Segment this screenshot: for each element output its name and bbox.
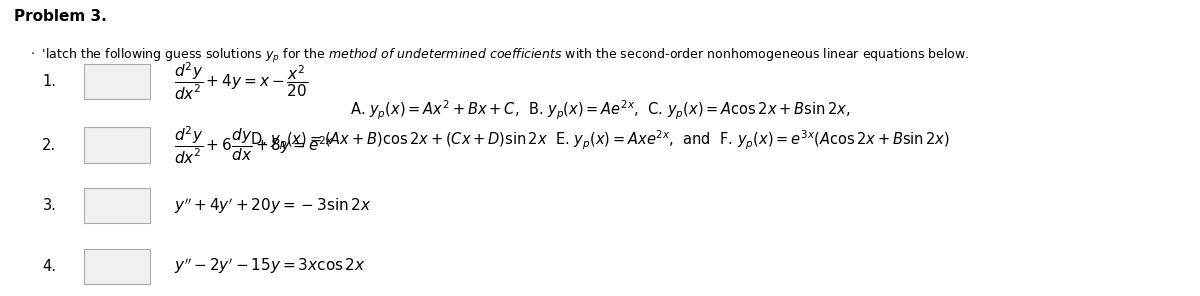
FancyBboxPatch shape [84, 127, 150, 163]
Text: $\dfrac{d^2y}{dx^2} + 6\dfrac{dy}{dx} + 8y = e^{2x}$: $\dfrac{d^2y}{dx^2} + 6\dfrac{dy}{dx} + … [174, 124, 334, 166]
Text: 4.: 4. [42, 259, 56, 274]
Text: $\dfrac{d^2y}{dx^2} + 4y = x - \dfrac{x^2}{20}$: $\dfrac{d^2y}{dx^2} + 4y = x - \dfrac{x^… [174, 61, 308, 102]
Text: $y'' + 4y' + 20y = -3\sin 2x$: $y'' + 4y' + 20y = -3\sin 2x$ [174, 196, 372, 215]
Text: 2.: 2. [42, 138, 56, 152]
FancyBboxPatch shape [84, 188, 150, 223]
FancyBboxPatch shape [84, 64, 150, 99]
Text: A. $y_p(x) = Ax^2 + Bx + C$,  B. $y_p(x) = Ae^{2x}$,  C. $y_p(x) = A\cos 2x + B\: A. $y_p(x) = Ax^2 + Bx + C$, B. $y_p(x) … [350, 99, 850, 123]
Text: 3.: 3. [42, 198, 56, 213]
Text: 1.: 1. [42, 74, 56, 89]
Text: D. $y_p(x) = (Ax + B)\cos 2x + (Cx + D)\sin 2x$  E. $y_p(x) = Axe^{2x}$,  and  F: D. $y_p(x) = (Ax + B)\cos 2x + (Cx + D)\… [250, 129, 950, 152]
FancyBboxPatch shape [84, 249, 150, 284]
Text: $y'' - 2y' - 15y = 3x\cos 2x$: $y'' - 2y' - 15y = 3x\cos 2x$ [174, 257, 366, 276]
Text: $\cdot$  'latch the following guess solutions $y_p$ for the $\it{method\ of\ und: $\cdot$ 'latch the following guess solut… [30, 47, 970, 65]
Text: Problem 3.: Problem 3. [14, 9, 107, 24]
